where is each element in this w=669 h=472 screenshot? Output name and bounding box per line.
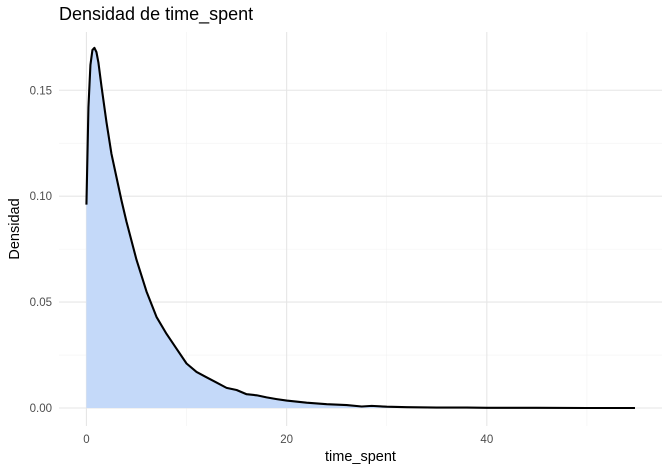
y-axis-title: Densidad <box>7 198 23 259</box>
y-tick-label: 0.15 <box>30 85 52 97</box>
y-tick-label: 0.00 <box>30 403 52 415</box>
chart-title: Densidad de time_spent <box>59 4 254 24</box>
x-tick-label: 20 <box>280 434 293 446</box>
x-tick-label: 0 <box>83 434 89 446</box>
tick-labels: 0 20 40 0.00 0.05 0.10 0.15 <box>30 85 494 446</box>
y-tick-label: 0.05 <box>30 297 52 309</box>
density-area <box>86 47 635 408</box>
grid <box>59 32 662 426</box>
y-tick-label: 0.10 <box>30 191 52 203</box>
density-line <box>85 46 635 410</box>
x-tick-label: 40 <box>480 434 493 446</box>
x-axis-title: time_spent <box>325 449 396 465</box>
